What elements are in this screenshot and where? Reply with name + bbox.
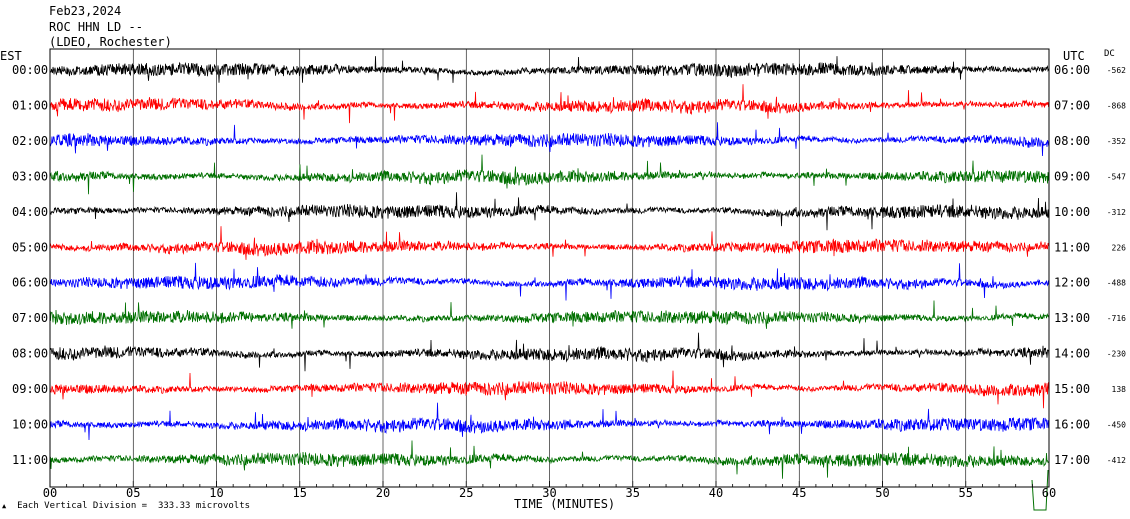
est-hour-label: 03:00 bbox=[12, 169, 48, 183]
plot-border bbox=[49, 48, 1050, 488]
trace-dropout bbox=[1031, 469, 1049, 511]
dc-offset-label: 138 bbox=[1112, 385, 1127, 394]
trace-09:00 bbox=[49, 370, 1050, 409]
axis-labels: 00:00 06:00 -562 01:00 07:00 -868 02:00 08:00 -3… bbox=[12, 63, 1126, 500]
est-hour-label: 00:00 bbox=[12, 63, 48, 77]
est-hour-label: 11:00 bbox=[12, 453, 48, 467]
dc-offset-label: -562 bbox=[1107, 66, 1126, 75]
utc-hour-label: 11:00 bbox=[1054, 240, 1090, 254]
est-hour-label: 07:00 bbox=[12, 311, 48, 325]
trace-10:00 bbox=[49, 402, 1050, 441]
est-timezone-label: EST bbox=[0, 49, 22, 63]
utc-hour-label: 09:00 bbox=[1054, 169, 1090, 183]
dc-offset-label: -716 bbox=[1107, 314, 1126, 323]
x-tick-label-40: 40 bbox=[709, 486, 723, 500]
trace-00:00 bbox=[49, 56, 1050, 83]
est-hour-label: 08:00 bbox=[12, 347, 48, 361]
dc-offset-label: -868 bbox=[1107, 101, 1126, 110]
trace-06:00 bbox=[49, 262, 1050, 301]
x-tick-label-20: 20 bbox=[376, 486, 390, 500]
est-hour-label: 02:00 bbox=[12, 134, 48, 148]
est-hour-label: 04:00 bbox=[12, 205, 48, 219]
utc-hour-label: 07:00 bbox=[1054, 98, 1090, 112]
utc-hour-label: 16:00 bbox=[1054, 418, 1090, 432]
dc-offset-label: -230 bbox=[1107, 350, 1126, 359]
station-network: (LDEO, Rochester) bbox=[49, 35, 172, 49]
trace-04:00 bbox=[49, 192, 1050, 231]
x-tick-label-15: 15 bbox=[293, 486, 307, 500]
time-gridlines bbox=[132, 49, 967, 487]
vertical-division-note: Each Vertical Division = 333.33 microvol… bbox=[17, 501, 251, 511]
small-logo-icon: ▲ bbox=[2, 502, 7, 510]
trace-08:00 bbox=[49, 332, 1050, 372]
x-tick-label-50: 50 bbox=[875, 486, 889, 500]
utc-hour-label: 13:00 bbox=[1054, 311, 1090, 325]
x-tick-label-35: 35 bbox=[626, 486, 640, 500]
dc-offset-label: -547 bbox=[1107, 172, 1126, 181]
utc-hour-label: 15:00 bbox=[1054, 382, 1090, 396]
trace-07:00 bbox=[49, 300, 1050, 329]
dc-offset-label: -352 bbox=[1107, 137, 1126, 146]
dc-header-label: DC bbox=[1104, 49, 1115, 59]
station-code: ROC HHN LD -- bbox=[49, 20, 143, 34]
trace-03:00 bbox=[49, 154, 1050, 195]
utc-hour-label: 12:00 bbox=[1054, 276, 1090, 290]
x-tick-label-60: 60 bbox=[1042, 486, 1056, 500]
utc-timezone-label: UTC bbox=[1063, 49, 1085, 63]
trace-02:00 bbox=[49, 122, 1050, 157]
est-hour-label: 05:00 bbox=[12, 240, 48, 254]
x-tick-label-25: 25 bbox=[459, 486, 473, 500]
dc-offset-label: 226 bbox=[1112, 243, 1127, 252]
dc-offset-label: -450 bbox=[1107, 421, 1126, 430]
utc-hour-label: 14:00 bbox=[1054, 347, 1090, 361]
dc-offset-label: -312 bbox=[1107, 208, 1126, 217]
utc-hour-label: 17:00 bbox=[1054, 453, 1090, 467]
dc-offset-label: -412 bbox=[1107, 456, 1126, 465]
x-tick-label-30: 30 bbox=[542, 486, 556, 500]
trace-11:00 bbox=[49, 440, 1050, 479]
est-hour-label: 10:00 bbox=[12, 418, 48, 432]
scale-footer: ▲ Each Vertical Division = 333.33 microv… bbox=[2, 501, 250, 511]
trace-05:00 bbox=[49, 226, 1049, 260]
utc-hour-label: 10:00 bbox=[1054, 205, 1090, 219]
x-tick-label-05: 05 bbox=[126, 486, 140, 500]
est-hour-label: 01:00 bbox=[12, 98, 48, 112]
trace-01:00 bbox=[49, 84, 1050, 124]
x-tick-label-55: 55 bbox=[959, 486, 973, 500]
x-tick-label-00: 00 bbox=[43, 486, 57, 500]
plot-frame bbox=[49, 48, 1050, 488]
chart-date: Feb23,2024 bbox=[49, 4, 122, 18]
seismic-traces bbox=[49, 56, 1050, 511]
x-tick-label-45: 45 bbox=[792, 486, 806, 500]
utc-hour-label: 08:00 bbox=[1054, 134, 1090, 148]
est-hour-label: 06:00 bbox=[12, 276, 48, 290]
x-axis-title: TIME (MINUTES) bbox=[514, 497, 616, 511]
x-tick-label-10: 10 bbox=[209, 486, 223, 500]
utc-hour-label: 06:00 bbox=[1054, 63, 1090, 77]
dc-offset-label: -488 bbox=[1107, 279, 1126, 288]
est-hour-label: 09:00 bbox=[12, 382, 48, 396]
